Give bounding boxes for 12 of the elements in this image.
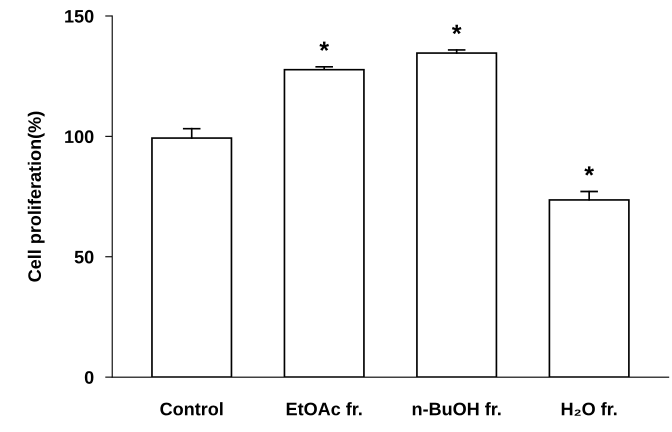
annotation: * (584, 166, 594, 176)
x-tick-label: n-BuOH fr. (412, 402, 501, 416)
y-tick-label: 0 (84, 371, 94, 384)
annotation: * (452, 24, 462, 34)
annotation: * (319, 42, 330, 51)
y-tick-label: 150 (65, 10, 94, 23)
x-tick-label: H₂O fr. (562, 402, 617, 416)
x-tick-label: Control (160, 402, 223, 416)
y-axis-title: Cell proliferation(%) (28, 112, 45, 282)
x-tick-label: EtOAc fr. (286, 402, 362, 416)
y-tick-label: 100 (65, 130, 94, 144)
y-tick-label: 50 (74, 250, 94, 264)
